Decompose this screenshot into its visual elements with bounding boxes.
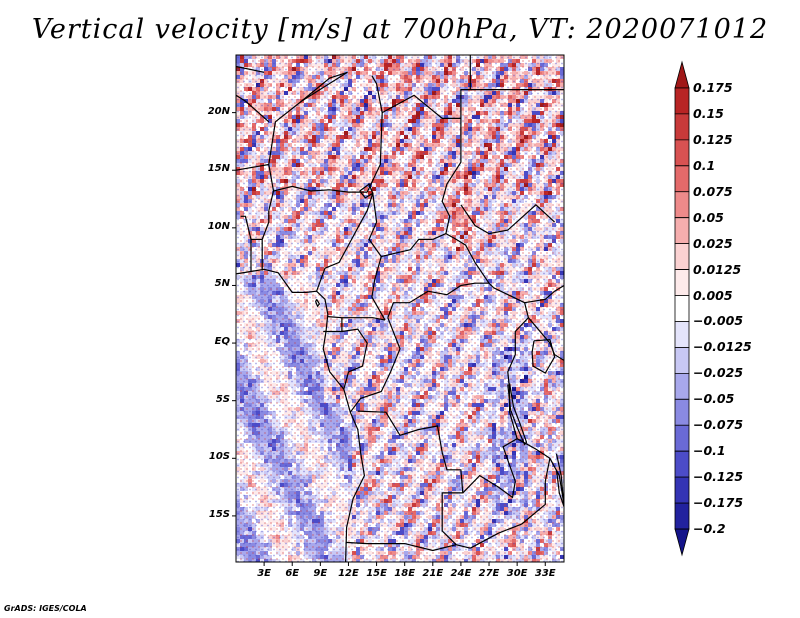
colorbar-level-label: 0.125 [693,131,733,147]
colorbar-segment [674,398,690,426]
colorbar-segment [674,60,690,89]
lat-label: 15S [208,508,230,520]
border-line [301,71,348,102]
colorbar-level-label: −0.075 [693,417,744,433]
border-line [507,383,528,446]
border-line [236,65,265,73]
colorbar-level-label: −0.025 [693,365,744,381]
colorbar-level-label: 0.1 [693,157,716,173]
border-line [268,71,348,192]
colorbar [674,60,690,557]
lat-label: 15N [207,163,230,175]
colorbar-level-label: 0.0125 [693,261,742,277]
colorbar-level-label: 0.05 [693,209,724,225]
lon-label: 18E [394,568,416,579]
border-line [555,453,564,507]
colorbar-level-label: −0.05 [693,391,735,407]
border-line [381,238,433,258]
border-line [460,203,556,235]
field-texture [236,55,564,562]
border-line [341,328,368,390]
colorbar-segment [674,243,690,270]
border-line [261,210,270,271]
lon-label: 27E [478,568,500,579]
colorbar-level-label: 0.075 [693,183,733,199]
colorbar-segment [674,191,690,219]
border-line [359,183,374,199]
border-line [531,338,556,374]
lon-label: 15E [366,568,387,579]
colorbar-level-label: −0.175 [693,495,744,511]
border-line [516,438,564,505]
lon-label: 6E [285,568,300,579]
lat-label: 10S [208,451,230,463]
colorbar-segment [674,321,690,348]
border-line [357,410,464,493]
lat-label: 5S [215,393,230,405]
lon-label: 9E [313,568,328,579]
border-line [368,193,386,321]
border-line [524,284,564,304]
colorbar-level-label: −0.1 [693,443,726,459]
border-line [349,317,401,413]
border-line [387,282,495,318]
lon-label: 33E [534,568,556,579]
colorbar-level-label: 0.15 [693,105,724,121]
colorbar-segment [674,476,690,504]
lon-label: 21E [422,568,444,579]
colorbar-level-label: 0.175 [693,79,733,95]
grads-credit: GrADS: IGES/COLA [4,604,87,613]
colorbar-level-label: −0.0125 [693,339,752,355]
lat-label: 20N [207,105,230,117]
border-line [381,94,462,240]
colorbar-segment [674,217,690,245]
border-line [236,268,366,562]
colorbar-segment [674,269,690,296]
lat-label: EQ [214,336,230,348]
velocity-field [236,55,564,562]
border-line [327,316,386,321]
border-line [445,233,490,284]
lon-label: 12E [338,568,359,579]
colorbar-segment [674,347,690,374]
colorbar-segment [674,372,690,400]
colorbar-level-label: −0.005 [693,313,744,329]
border-line [240,215,252,272]
border-line [236,94,270,123]
colorbar-segment [674,502,690,530]
lon-label: 3E [257,568,271,579]
border-line [236,163,269,171]
country-borders [236,55,564,562]
border-line [462,438,518,499]
border-line [345,541,457,552]
colorbar-segment [674,165,690,193]
colorbar-level-label: −0.2 [693,521,726,537]
colorbar-segment [674,450,690,478]
lon-label: 30E [506,568,528,579]
colorbar-segment [674,424,690,452]
border-line [460,88,564,119]
colorbar-segment [674,87,690,115]
colorbar-segment [674,295,690,322]
border-line [316,193,374,292]
map-frame [235,54,565,563]
lat-label: 5N [214,278,230,290]
colorbar-level-label: 0.005 [693,287,733,303]
colorbar-level-label: −0.125 [693,469,744,485]
lat-label: 10N [207,220,230,232]
axis-ticks [232,112,546,566]
colorbar-segment [674,528,690,557]
colorbar-segment [674,139,690,167]
lon-label: 24E [450,568,472,579]
border-line [441,492,471,549]
border-line [470,458,551,549]
colorbar-segment [674,113,690,141]
colorbar-level-label: 0.025 [693,235,733,251]
border-line [315,298,321,308]
chart-title: Vertical velocity [m/s] at 700hPa, VT: 2… [31,14,769,45]
